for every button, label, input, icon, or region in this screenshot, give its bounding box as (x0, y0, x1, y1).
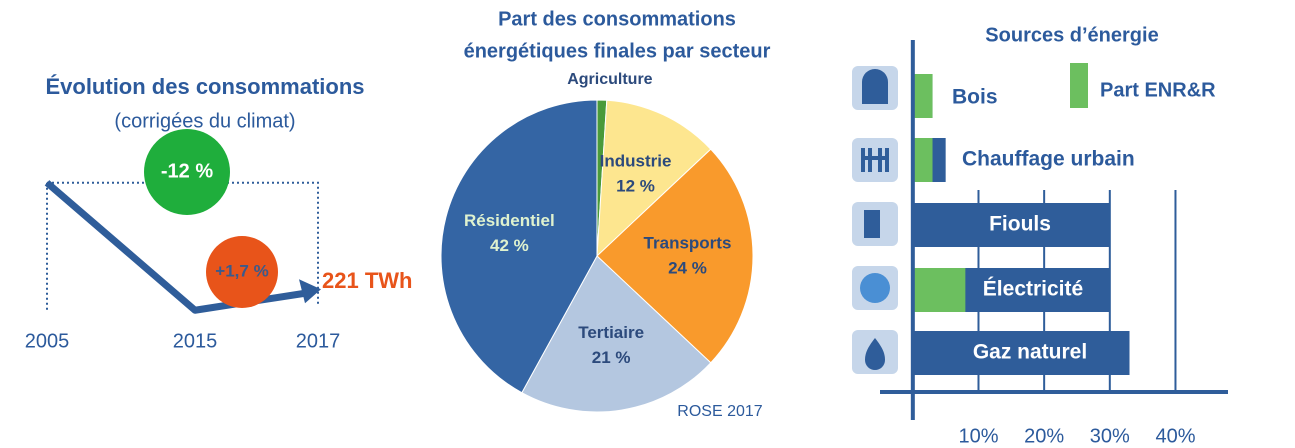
bar (912, 74, 933, 118)
bar (912, 203, 1110, 247)
bar-label: Fiouls (989, 213, 1051, 236)
slice-value: 42 % (490, 236, 529, 255)
pie-slice (596, 99, 712, 258)
slice-label: Transports (644, 233, 732, 252)
reference-line (46, 181, 319, 310)
pie-slice (521, 255, 712, 413)
x-tick-label: 2005 (25, 330, 70, 352)
x-tick-label: 40% (1155, 425, 1195, 447)
bar-label: Gaz naturel (973, 341, 1087, 364)
slice-label: Industrie (600, 152, 672, 171)
bar (912, 268, 966, 312)
chart-title: énergétiques finales par secteur (464, 40, 771, 62)
chart-subtitle: (corrigées du climat) (114, 110, 295, 132)
chart-title: Évolution des consommations (45, 74, 364, 99)
icon-flame (865, 338, 885, 370)
legend-label: Part ENR&R (1100, 79, 1216, 101)
bar-label: Chauffage urbain (962, 148, 1135, 171)
x-tick-label: 20% (1024, 425, 1064, 447)
arrow-head (299, 279, 321, 304)
legend-swatch (1070, 63, 1088, 108)
slice-label: Tertiaire (578, 323, 644, 342)
annotation: -12 % (161, 160, 213, 182)
x-tick-label: 2017 (296, 330, 341, 352)
chart-title: Sources d’énergie (985, 24, 1158, 46)
bar-label: Bois (952, 86, 998, 109)
slice-label: Agriculture (567, 71, 652, 88)
icon-fire (862, 69, 888, 104)
slice-value: 12 % (616, 177, 655, 196)
annotation-bubble (144, 129, 230, 215)
pie-slice (440, 99, 598, 394)
annotation: 221 TWh (322, 268, 412, 293)
slice-label: Résidentiel (464, 211, 555, 230)
bar (912, 331, 1130, 375)
source: ROSE 2017 (677, 403, 762, 420)
annotation: +1,7 % (215, 261, 268, 280)
x-tick-label: 2015 (173, 330, 218, 352)
icons (852, 66, 898, 374)
icon-pipes (861, 148, 889, 172)
x-tick-label: 30% (1090, 425, 1130, 447)
slice-value: 24 % (668, 258, 707, 277)
chart-title: Part des consommations (498, 8, 736, 30)
slice-value: 21 % (592, 348, 631, 367)
bar-label: Électricité (983, 278, 1083, 301)
x-tick-label: 10% (958, 425, 998, 447)
icon-socket (860, 273, 890, 303)
line (44, 180, 306, 314)
bar (912, 138, 933, 182)
pie-slice (596, 148, 754, 364)
icon-pump (864, 210, 880, 238)
annotation-bubble (206, 236, 278, 308)
